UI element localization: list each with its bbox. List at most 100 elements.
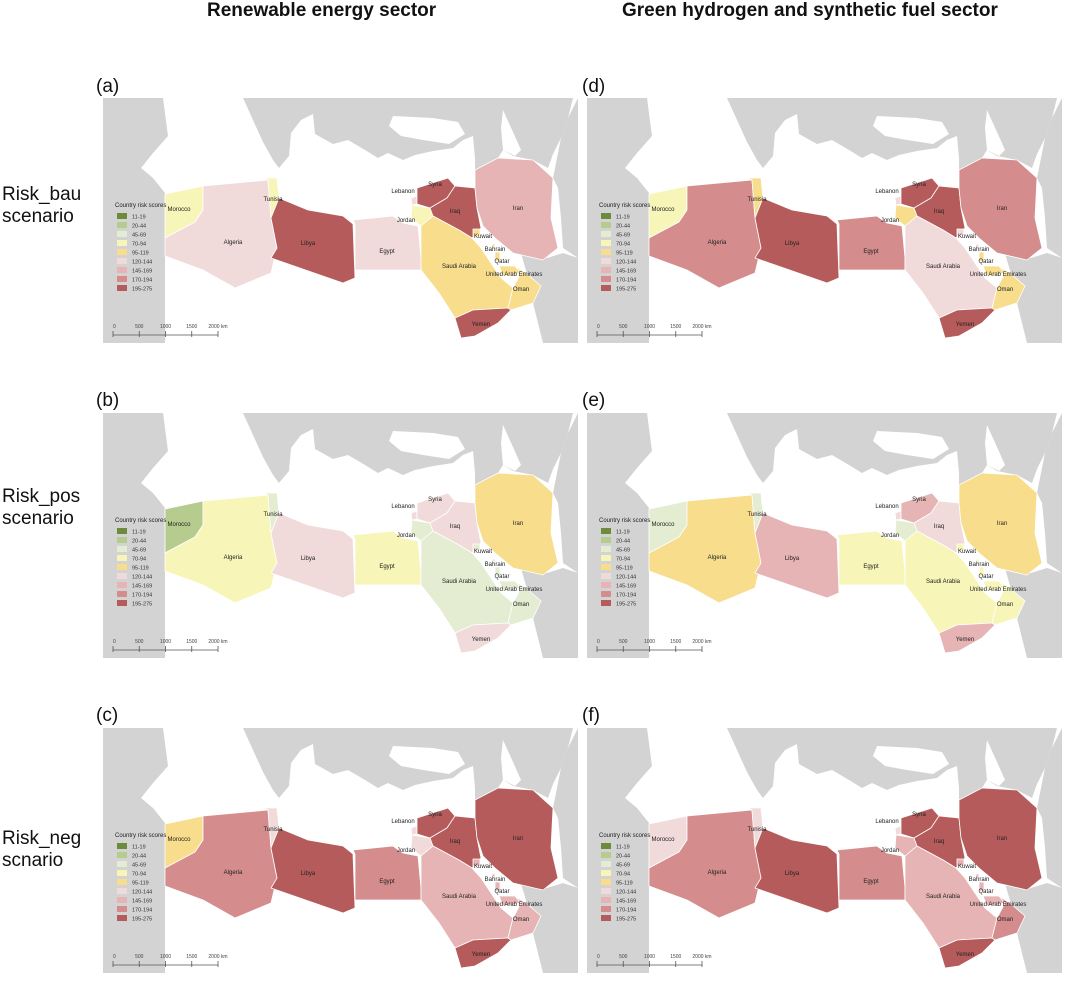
country-label-egypt: Egypt	[863, 249, 879, 255]
country-kuwait	[472, 543, 481, 552]
scalebar-label: 2000 km	[208, 954, 227, 960]
scalebar-label: 0	[113, 639, 116, 645]
country-label-kuwait: Kuwait	[958, 864, 976, 870]
panel-label-a: (a)	[96, 76, 120, 97]
legend-label: 120-144	[616, 890, 636, 896]
country-label-bahrain: Bahrain	[485, 562, 506, 568]
country-label-syria: Syria	[912, 182, 926, 188]
country-label-tunisia: Tunisia	[747, 197, 767, 203]
legend-label: 145-169	[616, 584, 636, 590]
legend-swatch	[117, 852, 127, 858]
legend-title: Country risk scores	[115, 518, 166, 524]
country-libya	[754, 197, 840, 284]
inland-sea	[501, 425, 521, 471]
map-svg: Morocco Algeria Tunisia Libya Egypt Lebanon Sy…	[103, 98, 578, 343]
country-label-morocco: Morocco	[651, 837, 675, 843]
legend-swatch	[117, 249, 127, 255]
scalebar-label: 1500	[670, 324, 681, 330]
scalebar-label: 1000	[160, 324, 171, 330]
country-qatar	[978, 251, 985, 262]
country-label-morocco: Morocco	[651, 207, 675, 213]
neighbouring-land	[103, 728, 168, 973]
country-label-libya: Libya	[301, 556, 316, 562]
country-label-saudi: Saudi Arabia	[926, 894, 961, 900]
country-label-iran: Iran	[997, 836, 1007, 842]
legend-label: 45-69	[616, 548, 630, 554]
legend-swatch	[117, 555, 127, 561]
neighbouring-land	[1002, 243, 1062, 343]
legend-swatch	[117, 240, 127, 246]
legend-label: 120-144	[616, 260, 636, 266]
country-libya	[754, 512, 840, 599]
country-label-oman: Oman	[997, 917, 1013, 923]
legend-swatch	[601, 582, 611, 588]
panel-label-d: (d)	[582, 76, 606, 97]
scalebar-label: 0	[113, 954, 116, 960]
legend-label: 195-275	[132, 287, 152, 293]
legend-swatch	[117, 879, 127, 885]
map-svg: Morocco Algeria Tunisia Libya Egypt Lebanon Sy…	[587, 98, 1062, 343]
neighbouring-land	[1002, 558, 1062, 658]
country-label-morocco: Morocco	[167, 522, 191, 528]
country-label-qatar: Qatar	[494, 574, 509, 580]
legend-swatch	[601, 861, 611, 867]
country-label-uae: United Arab Emirates	[486, 902, 543, 908]
row-label-line1: Risk_bau	[2, 184, 82, 205]
legend-label: 70-94	[132, 242, 146, 248]
legend-title: Country risk scores	[115, 203, 166, 209]
country-qatar	[494, 881, 501, 892]
country-label-kuwait: Kuwait	[958, 234, 976, 240]
country-libya	[270, 197, 356, 284]
country-label-bahrain: Bahrain	[969, 562, 990, 568]
country-label-iran: Iran	[513, 206, 523, 212]
country-label-kuwait: Kuwait	[474, 864, 492, 870]
legend-label: 95-119	[132, 566, 149, 572]
legend-label: 20-44	[132, 539, 146, 545]
legend-swatch	[601, 564, 611, 570]
panel-label-e: (e)	[582, 390, 606, 411]
row-label-line2: scnario	[2, 850, 64, 871]
scalebar-label: 2000 km	[208, 324, 227, 330]
country-label-jordan: Jordan	[397, 848, 415, 854]
legend-label: 195-275	[132, 917, 152, 923]
inland-sea	[873, 746, 949, 774]
panel-label-b: (b)	[96, 390, 120, 411]
country-label-jordan: Jordan	[881, 848, 899, 854]
inland-sea	[985, 110, 1005, 156]
legend-swatch	[117, 600, 127, 606]
map-svg: Morocco Algeria Tunisia Libya Egypt Lebanon Sy…	[103, 413, 578, 658]
row-label-bau: Risk_bau scenario	[2, 184, 81, 228]
row-label-line1: Risk_pos	[2, 486, 81, 507]
legend-label: 120-144	[616, 575, 636, 581]
country-label-iran: Iran	[997, 521, 1007, 527]
country-kuwait	[956, 228, 965, 237]
country-label-algeria: Algeria	[708, 555, 727, 561]
neighbouring-land	[553, 728, 578, 888]
country-qatar	[978, 566, 985, 577]
legend-title: Country risk scores	[599, 203, 650, 209]
country-label-lebanon: Lebanon	[391, 819, 414, 825]
country-label-algeria: Algeria	[224, 870, 243, 876]
country-label-qatar: Qatar	[978, 574, 993, 580]
scalebar-label: 2000 km	[692, 639, 711, 645]
scalebar-label: 1500	[670, 639, 681, 645]
country-label-kuwait: Kuwait	[958, 549, 976, 555]
legend-label: 11-19	[616, 215, 630, 221]
country-label-tunisia: Tunisia	[263, 827, 283, 833]
legend-title: Country risk scores	[599, 833, 650, 839]
country-label-yemen: Yemen	[956, 322, 974, 328]
legend-label: 120-144	[132, 890, 152, 896]
legend-swatch	[117, 915, 127, 921]
legend-swatch	[117, 861, 127, 867]
country-label-iraq: Iraq	[934, 524, 944, 530]
legend-swatch	[601, 249, 611, 255]
panel-label-c: (c)	[96, 705, 119, 726]
map-svg: Morocco Algeria Tunisia Libya Egypt Lebanon Sy…	[103, 728, 578, 973]
country-label-oman: Oman	[513, 602, 529, 608]
inland-sea	[389, 746, 465, 774]
country-label-tunisia: Tunisia	[747, 827, 767, 833]
legend-label: 170-194	[132, 593, 152, 599]
country-bahrain	[975, 873, 980, 878]
scalebar-label: 1500	[186, 324, 197, 330]
country-iran	[958, 787, 1043, 891]
